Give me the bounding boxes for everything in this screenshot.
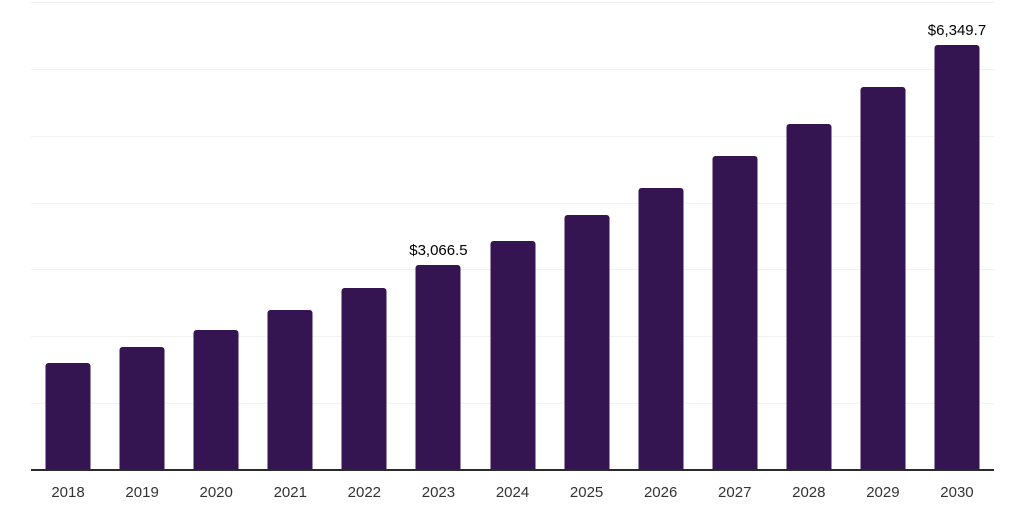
bar-2022[interactable] [341, 287, 387, 470]
x-tick-label-2019: 2019 [125, 484, 159, 501]
bar-2027[interactable] [712, 155, 758, 470]
gridline [31, 68, 994, 70]
bar-slot [698, 2, 772, 470]
x-tick-label-2020: 2020 [199, 484, 233, 501]
bar-2030[interactable] [934, 45, 980, 470]
bar-slot [846, 2, 920, 470]
bar-2025[interactable] [564, 214, 610, 470]
x-axis-line [31, 469, 994, 471]
bar-slot: $3,066.5 [401, 2, 475, 470]
bar-slot [327, 2, 401, 470]
x-tick-label-2029: 2029 [866, 484, 900, 501]
x-tick-label-2018: 2018 [51, 484, 85, 501]
gridline [31, 202, 994, 204]
bars-row: $3,066.5 $6,349.7 [31, 2, 994, 470]
x-tick-label-2028: 2028 [792, 484, 826, 501]
bar-2026[interactable] [638, 187, 684, 470]
gridline [31, 135, 994, 137]
bar-slot [475, 2, 549, 470]
bar-2028[interactable] [786, 123, 832, 470]
bar-2024[interactable] [490, 241, 535, 470]
bar-slot [550, 2, 624, 470]
bar-slot [772, 2, 846, 470]
data-label-2023: $3,066.5 [409, 241, 468, 259]
data-label-2030: $6,349.7 [927, 22, 987, 40]
x-tick-label-2030: 2030 [940, 484, 974, 501]
bar-slot [253, 2, 327, 470]
bar-slot: $6,349.7 [920, 2, 994, 470]
x-axis-labels: 2018 2019 2020 2021 2022 2023 2024 2025 2026 2027… [31, 484, 994, 502]
x-tick-label-2024: 2024 [495, 484, 530, 501]
gridline [31, 2, 994, 3]
x-tick-label-2026: 2026 [643, 484, 678, 501]
bar-slot [624, 2, 698, 470]
bar-2020[interactable] [193, 329, 239, 470]
bar-2023[interactable] [415, 264, 461, 470]
x-tick-label-2021: 2021 [273, 484, 307, 501]
bar-2019[interactable] [119, 347, 165, 470]
plot-area: $3,066.5 $6,349.7 [31, 2, 994, 470]
x-tick-label-2022: 2022 [347, 484, 382, 501]
bar-slot [31, 2, 105, 470]
x-tick-label-2027: 2027 [718, 484, 752, 501]
bar-2018[interactable] [45, 363, 91, 470]
x-tick-label-2025: 2025 [569, 484, 604, 501]
bar-2021[interactable] [267, 309, 313, 470]
bar-slot [179, 2, 253, 470]
x-tick-label-2023: 2023 [421, 484, 456, 501]
bar-slot [105, 2, 179, 470]
bar-2029[interactable] [860, 87, 906, 470]
